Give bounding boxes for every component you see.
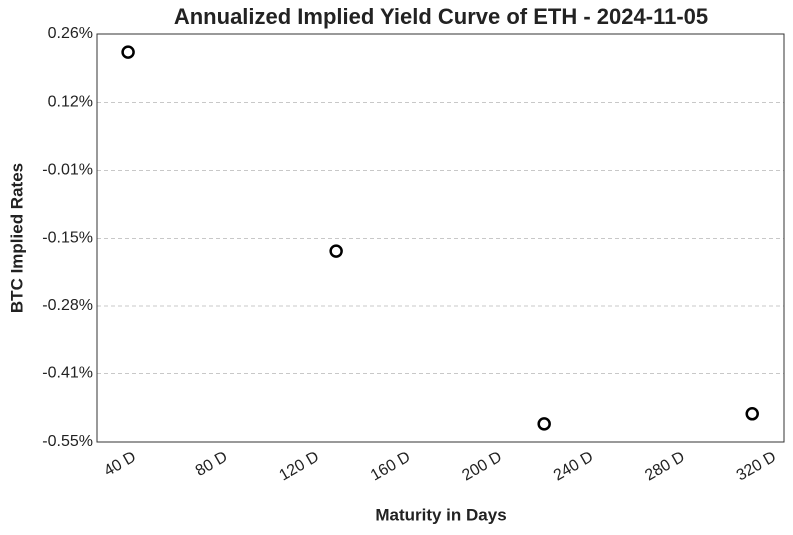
x-tick-label: 120 D xyxy=(276,448,321,484)
plot-frame xyxy=(96,33,785,443)
point xyxy=(537,417,551,431)
y-tick-label: 0.12% xyxy=(48,94,93,111)
x-tick-label: 280 D xyxy=(642,448,687,484)
x-axis-label: Maturity in Days xyxy=(375,505,506,524)
y-tick-label: -0.41% xyxy=(42,365,93,382)
chart-title: Annualized Implied Yield Curve of ETH - … xyxy=(174,4,708,29)
y-tick-label: -0.28% xyxy=(42,297,93,314)
x-tick-label: 80 D xyxy=(193,448,231,480)
y-tick-label: -0.01% xyxy=(42,162,93,179)
point xyxy=(329,244,343,258)
x-tick-label: 40 D xyxy=(101,448,139,480)
x-tick-label: 160 D xyxy=(368,448,413,484)
x-tick-label: 240 D xyxy=(551,448,596,484)
y-tick-label: -0.55% xyxy=(42,433,93,450)
point xyxy=(121,45,135,59)
y-tick-label: 0.26% xyxy=(48,25,93,42)
y-axis-label: BTC Implied Rates xyxy=(7,163,26,313)
y-tick-label: -0.15% xyxy=(42,230,93,247)
x-tick-label: 200 D xyxy=(459,448,504,484)
x-tick-label: 320 D xyxy=(734,448,779,484)
point xyxy=(745,407,759,421)
